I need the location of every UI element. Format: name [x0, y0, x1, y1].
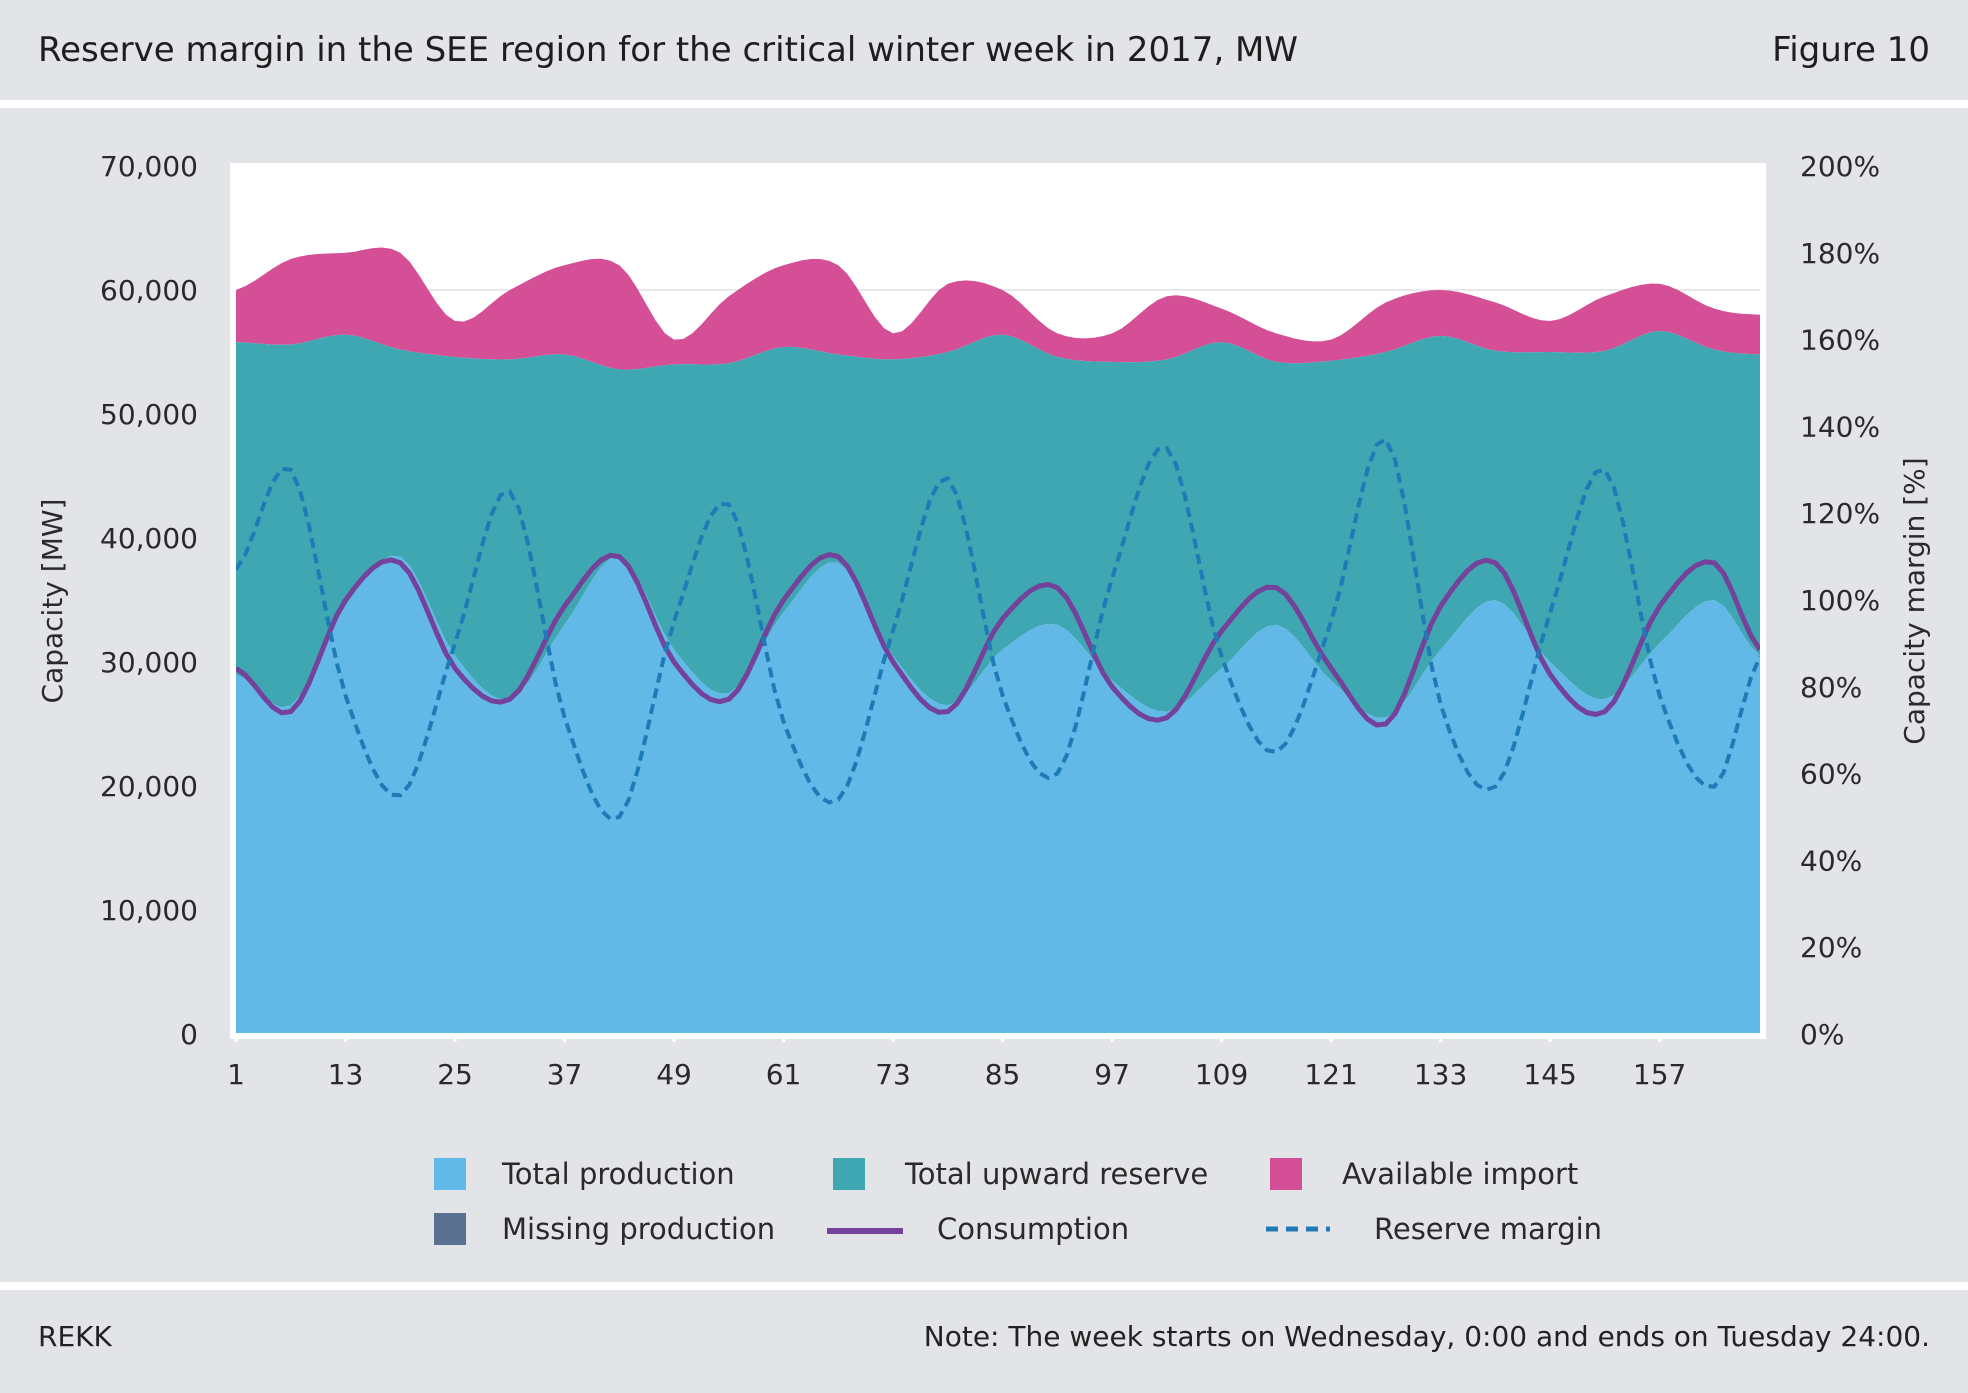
reserve-margin-line: [234, 436, 1762, 822]
x-tick-label: 13: [328, 1058, 364, 1091]
y2-tick-label: 80%: [1800, 671, 1862, 704]
footnote: Note: The week starts on Wednesday, 0:00…: [923, 1320, 1930, 1353]
legend: Total production Total upward reserve Avai…: [434, 1157, 1602, 1246]
legend-item-total-upward-reserve: Total upward reserve: [833, 1157, 1208, 1191]
y2-axis-label: Capacity margin [%]: [1898, 457, 1931, 744]
legend-item-available-import: Available import: [1270, 1157, 1578, 1191]
y2-tick-label: 100%: [1800, 584, 1880, 617]
y2-tick-label: 20%: [1800, 931, 1862, 964]
legend-swatch: [434, 1158, 466, 1190]
legend-item-consumption: Consumption: [827, 1212, 1129, 1246]
y-tick-label: 70,000: [100, 150, 198, 183]
stacked-areas: [236, 247, 1760, 1034]
y2-tick-label: 140%: [1800, 410, 1880, 443]
x-tick-label: 49: [656, 1058, 692, 1091]
x-tick-label: 73: [875, 1058, 911, 1091]
chart-title: Reserve margin in the SEE region for the…: [38, 30, 1299, 70]
x-tick-label: 133: [1414, 1058, 1467, 1091]
y-tick-label: 40,000: [100, 522, 198, 555]
total-upward-reserve-area: [236, 330, 1760, 718]
x-tick-label: 145: [1523, 1058, 1576, 1091]
legend-item-total-production: Total production: [434, 1157, 735, 1191]
legend-swatch: [833, 1158, 865, 1190]
source-label: REKK: [38, 1320, 112, 1353]
x-axis-ticks: 1 13 25 37 49 61 73 85 97 109 121 133 145 157: [227, 1034, 1686, 1091]
chart-footer: REKK Note: The week starts on Wednesday,…: [0, 1290, 1968, 1393]
x-tick-label: 97: [1094, 1058, 1130, 1091]
plot-border: [230, 163, 1766, 1039]
legend-label: Consumption: [937, 1212, 1129, 1246]
y2-tick-label: 40%: [1800, 844, 1862, 877]
y-axis-label: Capacity [MW]: [36, 499, 69, 704]
chart-header: Reserve margin in the SEE region for the…: [0, 0, 1968, 100]
legend-label: Reserve margin: [1374, 1212, 1602, 1246]
footer-divider: [0, 1282, 1968, 1290]
y2-tick-label: 160%: [1800, 324, 1880, 357]
plot-frame: [230, 163, 1766, 1039]
y2-tick-label: 180%: [1800, 237, 1880, 270]
y-tick-label: 10,000: [100, 894, 198, 927]
legend-label: Total upward reserve: [904, 1157, 1208, 1191]
x-tick-label: 37: [547, 1058, 583, 1091]
series-lines: [234, 436, 1763, 822]
legend-label: Missing production: [502, 1212, 775, 1246]
x-tick-label: 109: [1195, 1058, 1248, 1091]
y-tick-label: 0: [180, 1018, 198, 1051]
legend-swatch: [1270, 1158, 1302, 1190]
legend-item-missing-production: Missing production: [434, 1212, 775, 1246]
x-tick-label: 121: [1304, 1058, 1357, 1091]
y2-axis-ticks: 0% 20% 40% 60% 80% 100% 120% 140% 160% 180% 200%: [1800, 150, 1880, 1051]
y2-tick-label: 200%: [1800, 150, 1880, 183]
total-production-area: [236, 555, 1760, 1034]
legend-label: Available import: [1342, 1157, 1578, 1191]
y2-tick-label: 0%: [1800, 1018, 1844, 1051]
y-tick-label: 30,000: [100, 646, 198, 679]
figure-label: Figure 10: [1772, 30, 1930, 70]
y-axis-ticks: 0 10,000 20,000 30,000 40,000 50,000 60,000 70,…: [100, 150, 198, 1051]
y-tick-label: 50,000: [100, 398, 198, 431]
x-tick-label: 61: [766, 1058, 802, 1091]
available-import-area: [236, 247, 1760, 370]
y2-tick-label: 60%: [1800, 758, 1862, 791]
legend-label: Total production: [501, 1157, 735, 1191]
x-tick-label: 157: [1633, 1058, 1686, 1091]
legend-swatch: [434, 1213, 466, 1245]
x-tick-label: 25: [437, 1058, 473, 1091]
x-tick-label: 85: [985, 1058, 1021, 1091]
y-tick-label: 60,000: [100, 274, 198, 307]
reserve-margin-chart: 0 10,000 20,000 30,000 40,000 50,000 60,000 70,…: [36, 150, 1931, 1246]
consumption-line: [234, 552, 1763, 728]
y2-tick-label: 120%: [1800, 497, 1880, 530]
legend-item-reserve-margin: Reserve margin: [1266, 1212, 1602, 1246]
header-divider: [0, 100, 1968, 108]
x-tick-label: 1: [227, 1058, 245, 1091]
y-tick-label: 20,000: [100, 770, 198, 803]
